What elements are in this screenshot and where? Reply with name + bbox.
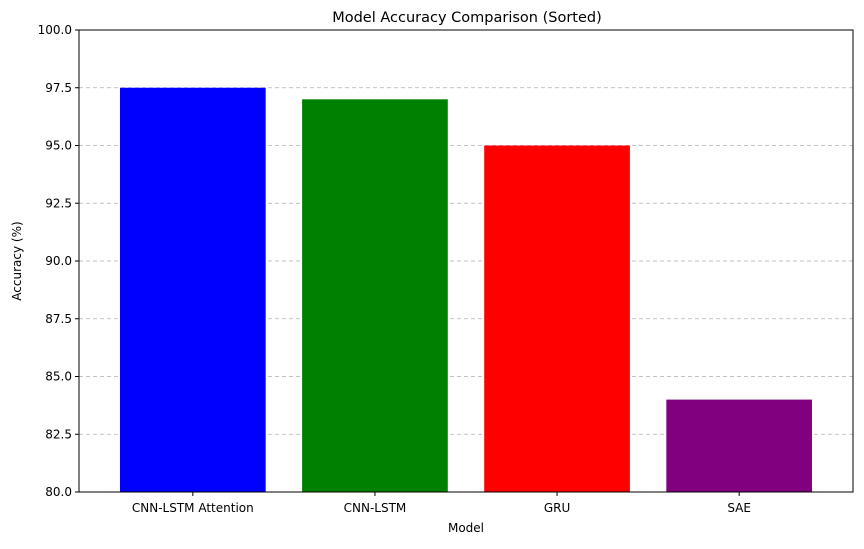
- y-tick-label: 95.0: [45, 139, 72, 153]
- chart-title: Model Accuracy Comparison (Sorted): [332, 10, 602, 26]
- y-tick-label: 92.5: [45, 196, 72, 210]
- y-axis-label: Accuracy (%): [10, 221, 24, 300]
- y-tick-label: 90.0: [45, 254, 72, 268]
- y-tick-label: 87.5: [45, 312, 72, 326]
- x-axis-label: Model: [448, 521, 484, 535]
- y-tick-label: 80.0: [45, 485, 72, 499]
- x-axis-ticks: CNN-LSTM Attention CNN-LSTM GRU SAE: [132, 492, 751, 515]
- y-tick-label: 97.5: [45, 81, 72, 95]
- y-tick-label: 100.0: [38, 23, 72, 37]
- bar-cnn-lstm: [302, 99, 448, 493]
- bar-sae: [666, 399, 813, 492]
- bar-cnn-lstm-attention: [119, 87, 266, 492]
- y-axis-ticks: 80.0 82.5 85.0 87.5 90.0 92.5 95.0 97.5 100.0: [38, 23, 79, 499]
- bar-gru: [484, 145, 630, 492]
- x-tick-label: CNN-LSTM: [344, 501, 407, 515]
- bars: [119, 87, 813, 493]
- y-tick-label: 82.5: [45, 427, 72, 441]
- x-tick-label: GRU: [544, 501, 570, 515]
- x-tick-label: SAE: [727, 501, 751, 515]
- y-tick-label: 85.0: [45, 370, 72, 384]
- x-tick-label: CNN-LSTM Attention: [132, 501, 254, 515]
